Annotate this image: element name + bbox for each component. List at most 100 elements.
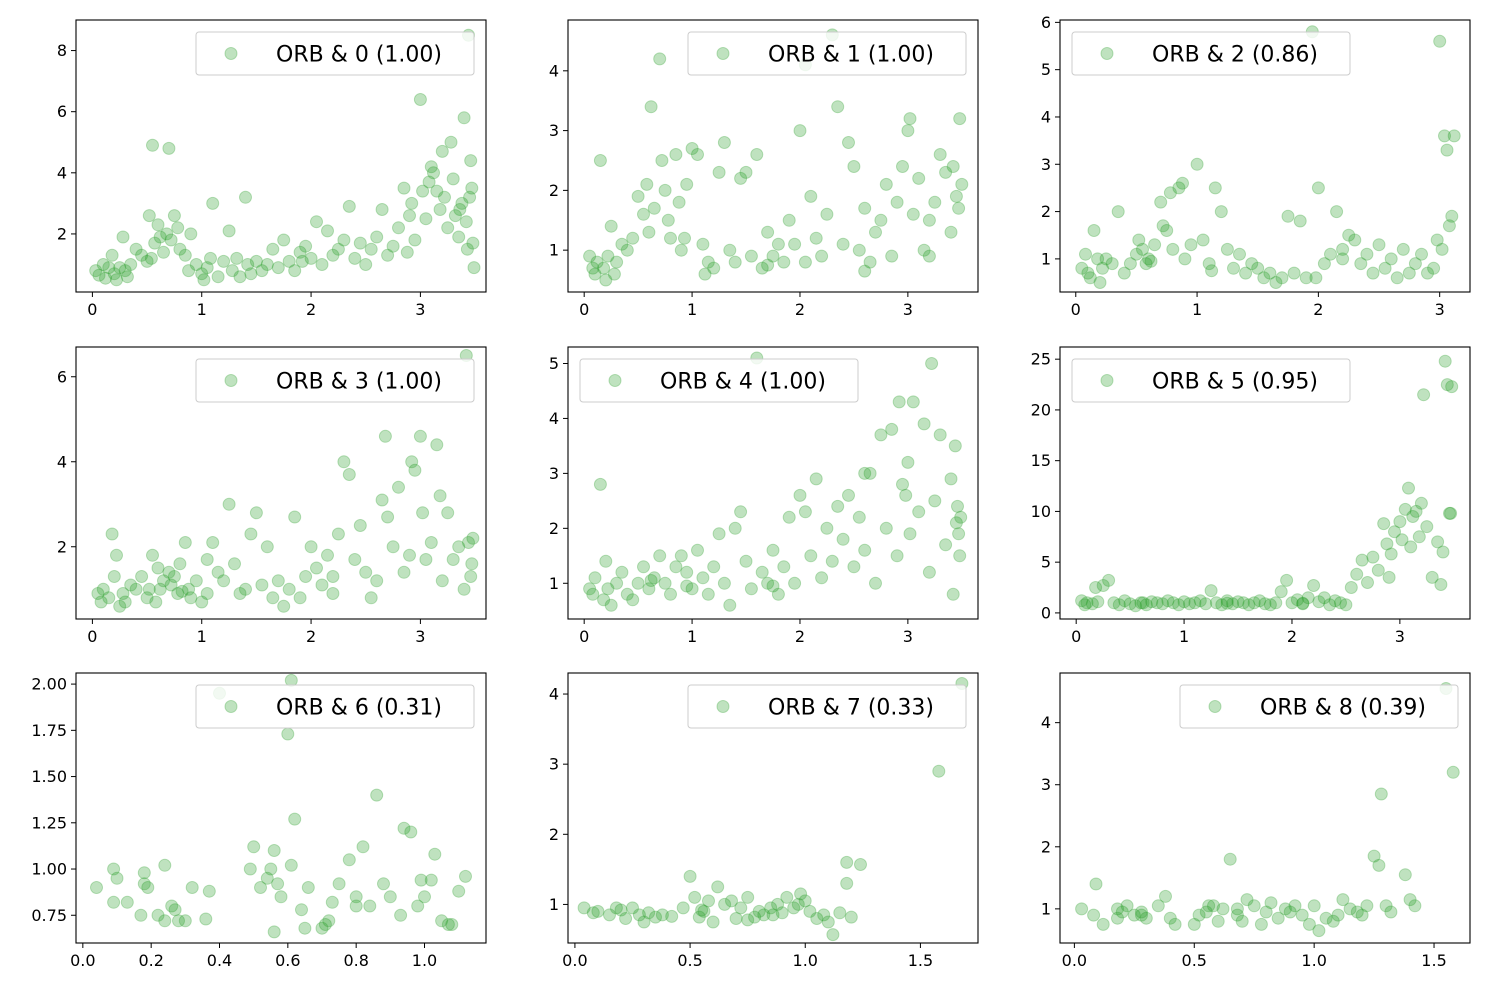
subplot-1: 0 1 2 3 1 2 3 4 ORB & 1 (1.00)	[549, 19, 979, 319]
scatter-point	[1259, 905, 1273, 919]
scatter-point	[1435, 242, 1449, 256]
scatter-point	[359, 565, 373, 579]
scatter-point	[1163, 911, 1177, 925]
subplot-8: 0.0 0.5 1.0 1.5 1 2 3 4 ORB & 8 (0.39)	[1041, 672, 1471, 970]
scatter-point	[674, 243, 688, 257]
scatter-point	[683, 869, 697, 883]
scatter-point	[424, 160, 438, 174]
x-tick-label: 0.0	[1062, 951, 1087, 970]
scatter-point	[348, 251, 362, 265]
y-tick-label: 25	[1031, 350, 1051, 369]
scatter-point	[171, 587, 185, 600]
scatter-point	[1395, 533, 1409, 547]
scatter-point	[906, 395, 920, 409]
scatter-point	[728, 521, 742, 535]
scatter-point	[1220, 242, 1234, 256]
scatter-point	[453, 203, 467, 216]
scatter-point	[1408, 257, 1422, 271]
scatter-point	[364, 242, 378, 256]
scatter-point	[1434, 578, 1448, 591]
legend: ORB & 7 (0.33)	[687, 684, 967, 729]
scatter-point	[583, 582, 597, 596]
scatter-point	[949, 516, 963, 530]
scatter-point	[817, 908, 831, 922]
scatter-point	[1396, 242, 1410, 256]
y-tick-label: 3	[549, 464, 559, 483]
scatter-point	[707, 560, 721, 574]
x-tick-label: 2	[795, 627, 805, 646]
scatter-point	[222, 224, 236, 238]
scatter-point	[696, 571, 710, 585]
scatter-point	[685, 142, 699, 155]
scatter-point	[1440, 378, 1454, 392]
scatter-point	[140, 254, 154, 268]
scatter-point	[614, 903, 628, 917]
scatter-point	[321, 548, 334, 562]
scatter-point	[717, 136, 731, 149]
scatter-point	[766, 543, 780, 557]
scatter-point	[151, 218, 165, 232]
scatter-point	[255, 578, 269, 592]
scatter-point	[946, 160, 960, 173]
scatter-point	[416, 506, 430, 520]
scatter-point	[901, 124, 915, 138]
scatter-point	[1134, 596, 1148, 610]
scatter-point	[1281, 209, 1295, 223]
scatter-point	[293, 245, 307, 259]
x-tick-label: 0	[87, 300, 97, 319]
legend-marker	[716, 700, 730, 713]
scatter-point	[1371, 563, 1385, 577]
scatter-point	[459, 869, 472, 883]
scatter-point	[586, 261, 600, 275]
scatter-point	[711, 880, 725, 894]
scatter-point	[140, 591, 154, 605]
scatter-point	[264, 862, 278, 876]
scatter-point	[326, 248, 340, 262]
scatter-point	[1204, 584, 1218, 598]
scatter-point	[1136, 596, 1150, 610]
scatter-point	[1384, 905, 1398, 919]
legend-marker	[716, 47, 730, 60]
scatter-point	[1075, 594, 1089, 608]
scatter-point	[1257, 271, 1271, 285]
legend-box	[195, 684, 475, 729]
scatter-point	[952, 201, 966, 215]
scatter-point	[102, 261, 116, 275]
axes-frame	[75, 672, 487, 944]
scatter-point	[798, 505, 812, 519]
scatter-point	[1188, 596, 1202, 610]
scatter-point	[1139, 257, 1153, 271]
x-tick-label: 0	[579, 627, 589, 646]
x-tick-label: 1	[197, 627, 207, 646]
x-tick-label: 2	[795, 300, 805, 319]
scatter-point	[953, 112, 967, 126]
scatter-point	[723, 243, 737, 257]
scatter-point	[852, 510, 866, 524]
scatter-point	[167, 209, 181, 223]
scatter-point	[734, 505, 748, 519]
scatter-point	[658, 576, 672, 590]
scatter-point	[1412, 530, 1426, 544]
scatter-point	[244, 527, 258, 541]
y-tick-label: 1.25	[31, 813, 67, 832]
scatter-point	[1251, 261, 1265, 275]
scatter-point	[1331, 908, 1345, 922]
y-tick-label: 2.00	[31, 675, 67, 694]
scatter-point	[1280, 573, 1294, 587]
scatter-point	[847, 560, 861, 574]
scatter-point	[1307, 579, 1321, 592]
scatter-point	[266, 591, 280, 605]
scatter-point	[1254, 917, 1268, 931]
scatter-point	[1166, 242, 1180, 256]
scatter-point	[766, 249, 780, 263]
scatter-point	[1160, 224, 1174, 237]
scatter-point	[664, 587, 677, 601]
scatter-point	[1087, 908, 1101, 922]
scatter-point	[342, 199, 356, 213]
scatter-point	[1446, 765, 1460, 779]
scatter-point	[1377, 517, 1391, 531]
scatter-point	[441, 506, 455, 520]
scatter-point	[364, 591, 378, 605]
scatter-point	[271, 574, 285, 588]
scatter-point	[386, 239, 400, 253]
